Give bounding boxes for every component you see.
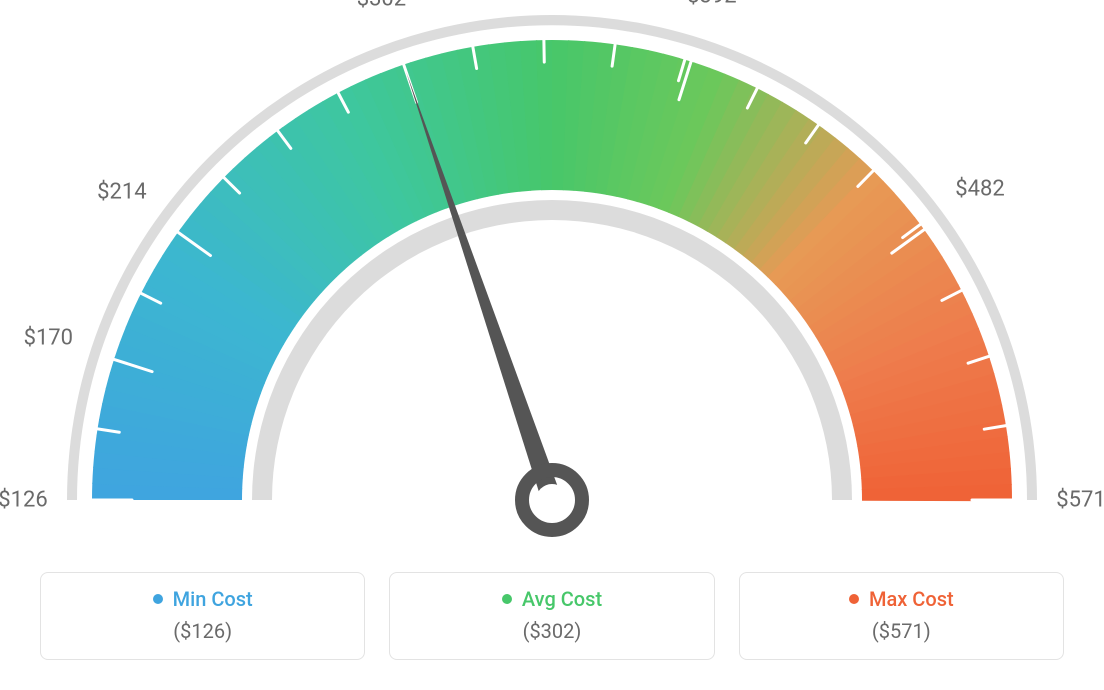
min-cost-value: ($126) [51, 619, 354, 643]
chart-container: $126 $170 $214 $302 $392 $482 $571 Min Cost ($… [0, 0, 1104, 690]
min-cost-card: Min Cost ($126) [40, 572, 365, 660]
gauge-chart: $126 $170 $214 $302 $392 $482 $571 [0, 0, 1104, 560]
gauge-tick-label: $170 [24, 326, 73, 351]
gauge-svg [0, 0, 1104, 560]
gauge-tick-label: $482 [955, 177, 1004, 202]
min-dot-icon [153, 594, 163, 604]
gauge-tick-label: $126 [0, 488, 48, 513]
gauge-tick-label: $392 [687, 0, 736, 8]
gauge-tick-label: $571 [1056, 488, 1104, 513]
gauge-tick-label: $302 [357, 0, 406, 12]
avg-cost-value: ($302) [400, 619, 703, 643]
avg-cost-label: Avg Cost [522, 587, 602, 611]
max-cost-value: ($571) [750, 619, 1053, 643]
min-cost-label: Min Cost [173, 587, 253, 611]
max-dot-icon [849, 594, 859, 604]
avg-dot-icon [502, 594, 512, 604]
gauge-tick-label: $214 [97, 180, 146, 205]
max-cost-label: Max Cost [869, 587, 954, 611]
avg-cost-card: Avg Cost ($302) [389, 572, 714, 660]
summary-cards: Min Cost ($126) Avg Cost ($302) Max Cost… [40, 572, 1064, 660]
max-cost-card: Max Cost ($571) [739, 572, 1064, 660]
